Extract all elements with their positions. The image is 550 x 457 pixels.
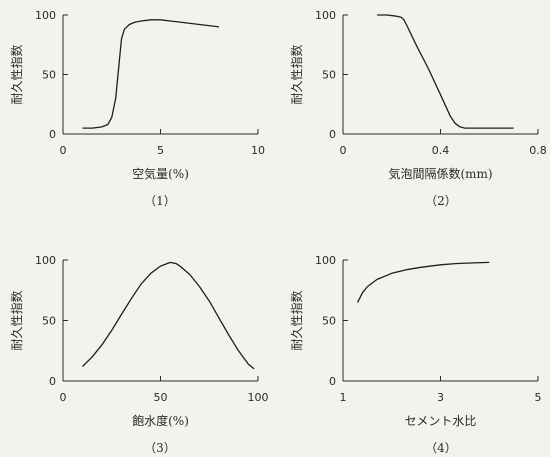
- x-tick-label-3-1: 50: [154, 391, 168, 404]
- y-tick-label-2-1: 50: [322, 69, 336, 82]
- series-line-1: [82, 19, 220, 129]
- series-line-2: [377, 14, 514, 129]
- chart-caption-4: （4）: [425, 441, 457, 455]
- chart-caption-2: （2）: [425, 194, 457, 208]
- y-axis-title-2: 耐久性指数: [289, 44, 304, 104]
- x-tick-label-3-2: 100: [248, 391, 269, 404]
- y-tick-label-3-1: 50: [42, 315, 56, 328]
- y-tick-label-3-0: 0: [49, 375, 56, 388]
- y-tick-label-1-1: 50: [42, 69, 56, 82]
- chart-panel-4: 0 50 100 1 3 5 セメント水比 耐久性指数 （4）: [289, 254, 542, 455]
- x-tick-label-1-1: 5: [157, 144, 164, 157]
- y-tick-label-1-2: 100: [35, 9, 56, 22]
- chart-panel-2: 0 50 100 0 0.4 0.8 気泡間隔係数(mm) 耐久性指数 （2）: [289, 9, 547, 208]
- x-tick-label-2-1: 0.4: [432, 144, 450, 157]
- series-line-4: [357, 261, 490, 303]
- y-tick-label-3-2: 100: [35, 254, 56, 267]
- x-tick-label-2-0: 0: [340, 144, 347, 157]
- y-axis-title-1: 耐久性指数: [9, 44, 24, 104]
- series-line-3: [82, 261, 255, 370]
- y-axis-title-4: 耐久性指数: [289, 290, 304, 350]
- x-tick-label-2-2: 0.8: [529, 144, 547, 157]
- chart-panel-3: 0 50 100 0 50 100 飽水度(%) 耐久性指数 （3）: [9, 254, 269, 455]
- y-tick-label-2-0: 0: [329, 128, 336, 141]
- x-tick-label-4-2: 5: [535, 391, 542, 404]
- x-tick-label-4-0: 1: [340, 391, 347, 404]
- y-tick-label-1-0: 0: [49, 128, 56, 141]
- y-tick-label-2-2: 100: [315, 9, 336, 22]
- y-tick-label-4-0: 0: [329, 375, 336, 388]
- y-tick-label-4-2: 100: [315, 254, 336, 267]
- x-axis-title-4: セメント水比: [405, 414, 477, 428]
- x-tick-label-3-0: 0: [60, 391, 67, 404]
- chart-panel-1: 0 50 100 0 5 10 空気量(%) 耐久性指数 （1）: [9, 9, 265, 208]
- chart-caption-1: （1）: [144, 194, 176, 208]
- x-tick-label-1-0: 0: [60, 144, 67, 157]
- x-axis-title-1: 空気量(%): [132, 166, 189, 181]
- x-tick-label-4-1: 3: [437, 391, 444, 404]
- y-axis-title-3: 耐久性指数: [9, 290, 24, 350]
- y-tick-label-4-1: 50: [322, 315, 336, 328]
- chart-caption-3: （3）: [144, 441, 176, 455]
- x-tick-label-1-2: 10: [251, 144, 265, 157]
- x-axis-title-3: 飽水度(%): [132, 413, 189, 428]
- x-axis-title-2: 気泡間隔係数(mm): [388, 166, 492, 181]
